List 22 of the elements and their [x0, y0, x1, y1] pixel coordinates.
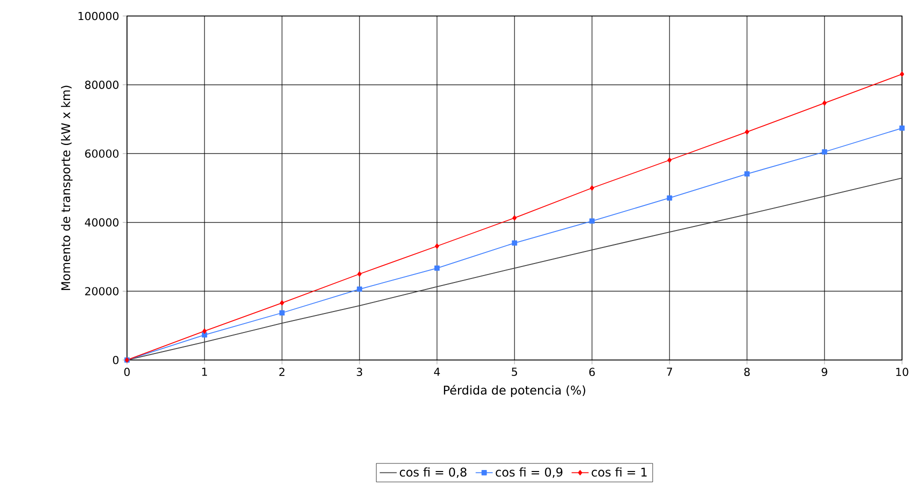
legend-label: cos fi = 0,9	[496, 467, 562, 478]
x-tick-label: 3	[356, 368, 362, 376]
y-tick-label: 0	[112, 356, 118, 364]
x-tick-label: 5	[512, 368, 518, 376]
y-tick-label: 80000	[85, 80, 118, 89]
x-tick-label: 10	[896, 368, 908, 376]
y-tick-label: 60000	[85, 149, 118, 158]
y-tick-label: 40000	[84, 218, 118, 227]
x-tick-label: 1	[202, 368, 207, 376]
y-tick-label: 20000	[85, 287, 118, 296]
y-axis-title: Momento de transporte (kW x km)	[60, 86, 73, 290]
x-tick-label: 4	[434, 368, 440, 376]
y-tick-label: 100000	[78, 12, 118, 20]
x-tick-label: 0	[124, 368, 130, 376]
x-tick-label: 9	[822, 368, 828, 376]
legend-label: cos fi = 1	[592, 467, 647, 477]
x-tick-label: 7	[666, 368, 672, 376]
x-axis-title: Pérdida de potencia (%)	[444, 384, 586, 397]
legend-label: cos fi = 0,8	[400, 467, 466, 478]
x-tick-label: 8	[744, 368, 750, 376]
x-tick-label: 2	[279, 368, 284, 376]
x-tick-label: 6	[589, 368, 595, 376]
